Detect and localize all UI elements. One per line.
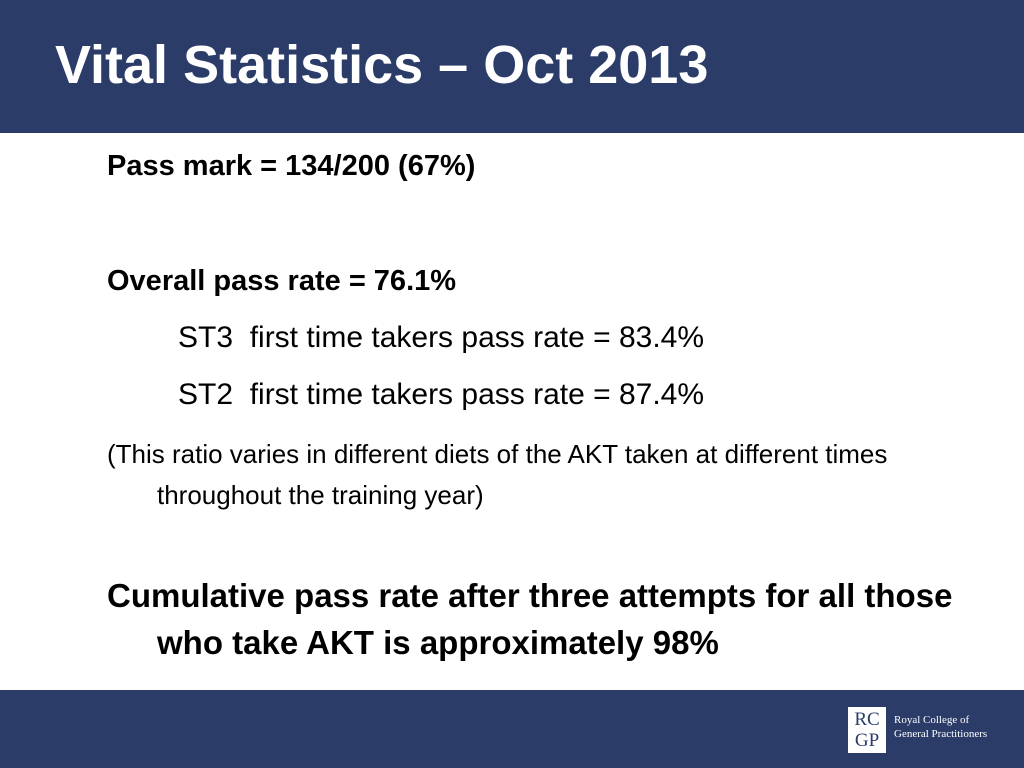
logo-text: RC (854, 709, 880, 730)
logo: RC GP (848, 707, 886, 753)
st3-rate: ST3 first time takers pass rate = 83.4% (178, 321, 705, 354)
slide-title: Vital Statistics – Oct 2013 (55, 35, 709, 95)
header-band: Vital Statistics – Oct 2013 (0, 0, 1024, 133)
overall-rate: Overall pass rate = 76.1% (107, 265, 457, 297)
note: (This ratio varies in different diets of… (107, 439, 888, 510)
pass-mark: Pass mark = 134/200 (67%) (107, 150, 476, 182)
cumulative-rate: Cumulative pass rate after three attempt… (107, 577, 953, 661)
org-name: General Practitioners (894, 728, 988, 740)
logo-text: GP (854, 730, 880, 751)
st2-rate: ST2 first time takers pass rate = 87.4% (178, 378, 705, 411)
org-name: Royal College of (894, 714, 970, 726)
